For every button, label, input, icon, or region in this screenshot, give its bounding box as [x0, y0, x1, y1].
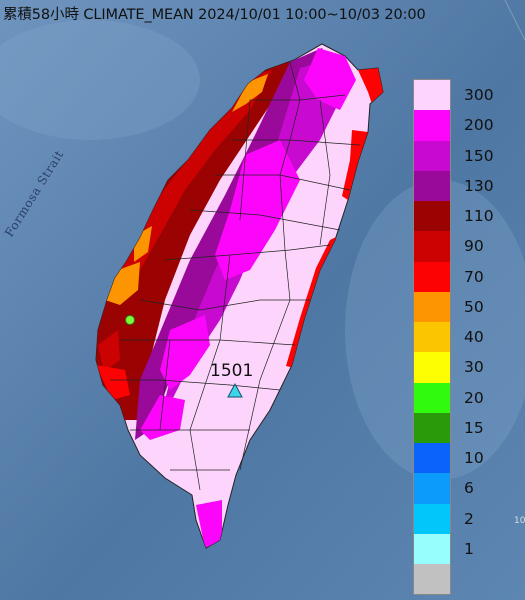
legend-label: 15 [464, 418, 484, 437]
legend-swatch [414, 170, 450, 201]
legend-label: 110 [464, 207, 494, 225]
band-70-east [342, 130, 368, 200]
station-value-label: 1501 [210, 361, 254, 381]
grid-line [504, 0, 525, 41]
legend-swatch [414, 291, 450, 322]
legend-swatch [414, 261, 450, 292]
band-70-east [358, 68, 383, 104]
legend-swatch [414, 382, 450, 413]
band-200 [196, 500, 222, 548]
legend-swatch [414, 140, 450, 171]
legend-swatch [414, 443, 450, 474]
legend-label: 200 [464, 116, 494, 135]
color-legend [413, 79, 451, 596]
band-200 [140, 395, 185, 440]
legend-swatch [414, 110, 450, 141]
legend-swatch [414, 322, 450, 353]
legend-label: 90 [464, 237, 484, 256]
legend-label: 150 [464, 146, 494, 165]
edge-mark-label: 10 [514, 516, 525, 526]
legend-label: 130 [464, 176, 494, 195]
legend-swatch [414, 231, 450, 262]
band-70 [96, 365, 130, 400]
band-200 [304, 48, 356, 110]
band-200 [160, 315, 210, 390]
legend-label: 70 [464, 267, 484, 286]
legend-swatch [414, 533, 450, 564]
map-title: 累積58小時 CLIMATE_MEAN 2024/10/01 10:00~10/… [3, 7, 426, 23]
legend-label: 50 [464, 297, 484, 316]
legend-swatch [414, 564, 450, 595]
band-90 [98, 330, 120, 372]
legend-swatch [414, 80, 450, 111]
station-triangle-icon [227, 382, 243, 398]
boundary-lines [110, 61, 361, 491]
band-50 [105, 262, 140, 305]
legend-label: 2 [464, 509, 474, 528]
green-spot-icon [125, 315, 135, 325]
legend-swatch [414, 473, 450, 504]
legend-swatch [414, 412, 450, 443]
cloud-texture [0, 20, 200, 140]
legend-swatch [414, 201, 450, 232]
legend-label: 1 [464, 539, 474, 558]
legend-label: 20 [464, 388, 484, 407]
legend-label: 300 [464, 86, 494, 104]
legend-label: 6 [464, 479, 474, 498]
legend-label: 10 [464, 449, 484, 467]
legend-label: 40 [464, 328, 484, 346]
band-50 [232, 74, 268, 112]
legend-swatch [414, 352, 450, 383]
legend-swatch [414, 503, 450, 534]
band-110 [96, 60, 300, 420]
legend-label: 30 [464, 358, 484, 377]
